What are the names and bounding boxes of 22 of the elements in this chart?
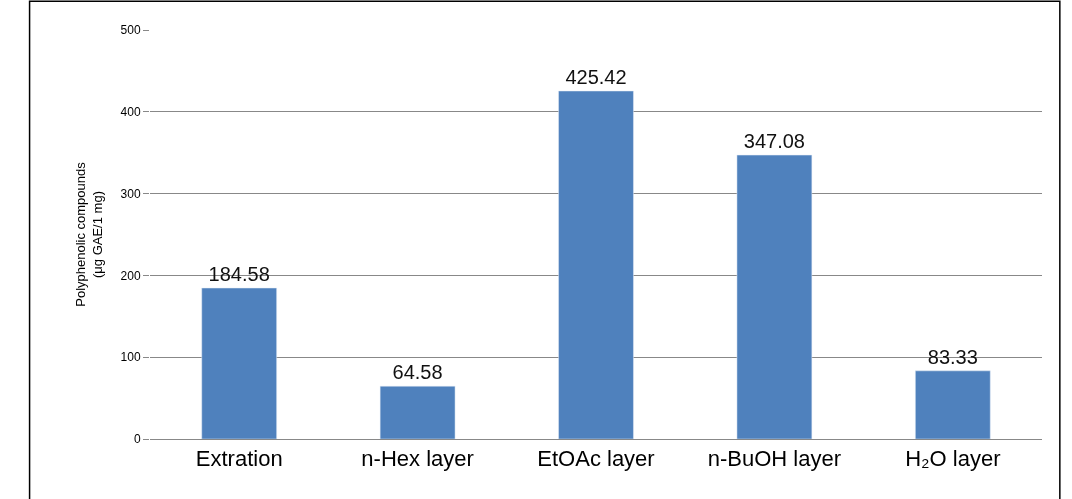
data-label: 347.08: [743, 130, 805, 153]
y-tick-label: 0: [133, 432, 141, 447]
x-tick-label: Extration: [195, 446, 283, 472]
bar: [736, 154, 813, 439]
data-label: 64.58: [392, 361, 443, 384]
y-tick-label: 400: [120, 105, 141, 119]
x-tick-label: EtOAc layer: [537, 446, 655, 472]
bar: [558, 90, 634, 439]
y-tick-label: 100: [120, 350, 141, 365]
data-label: 184.58: [208, 263, 270, 286]
data-label: 83.33: [927, 345, 978, 368]
y-tick-label: 500: [120, 23, 141, 38]
bar: [201, 287, 277, 439]
y-axis-title: Polyphenolic compounds (μg GAE/1 mg): [72, 161, 105, 307]
bar: [379, 385, 456, 439]
y-tick-label: 300: [120, 186, 141, 201]
bar: [915, 370, 991, 439]
x-tick-label: H₂O layer: [905, 446, 1001, 472]
x-tick-label: n-Hex layer: [361, 446, 474, 472]
x-tick-label: n-BuOH layer: [707, 446, 842, 472]
data-label: 425.42: [565, 66, 627, 89]
y-tick-label: 200: [120, 268, 141, 283]
